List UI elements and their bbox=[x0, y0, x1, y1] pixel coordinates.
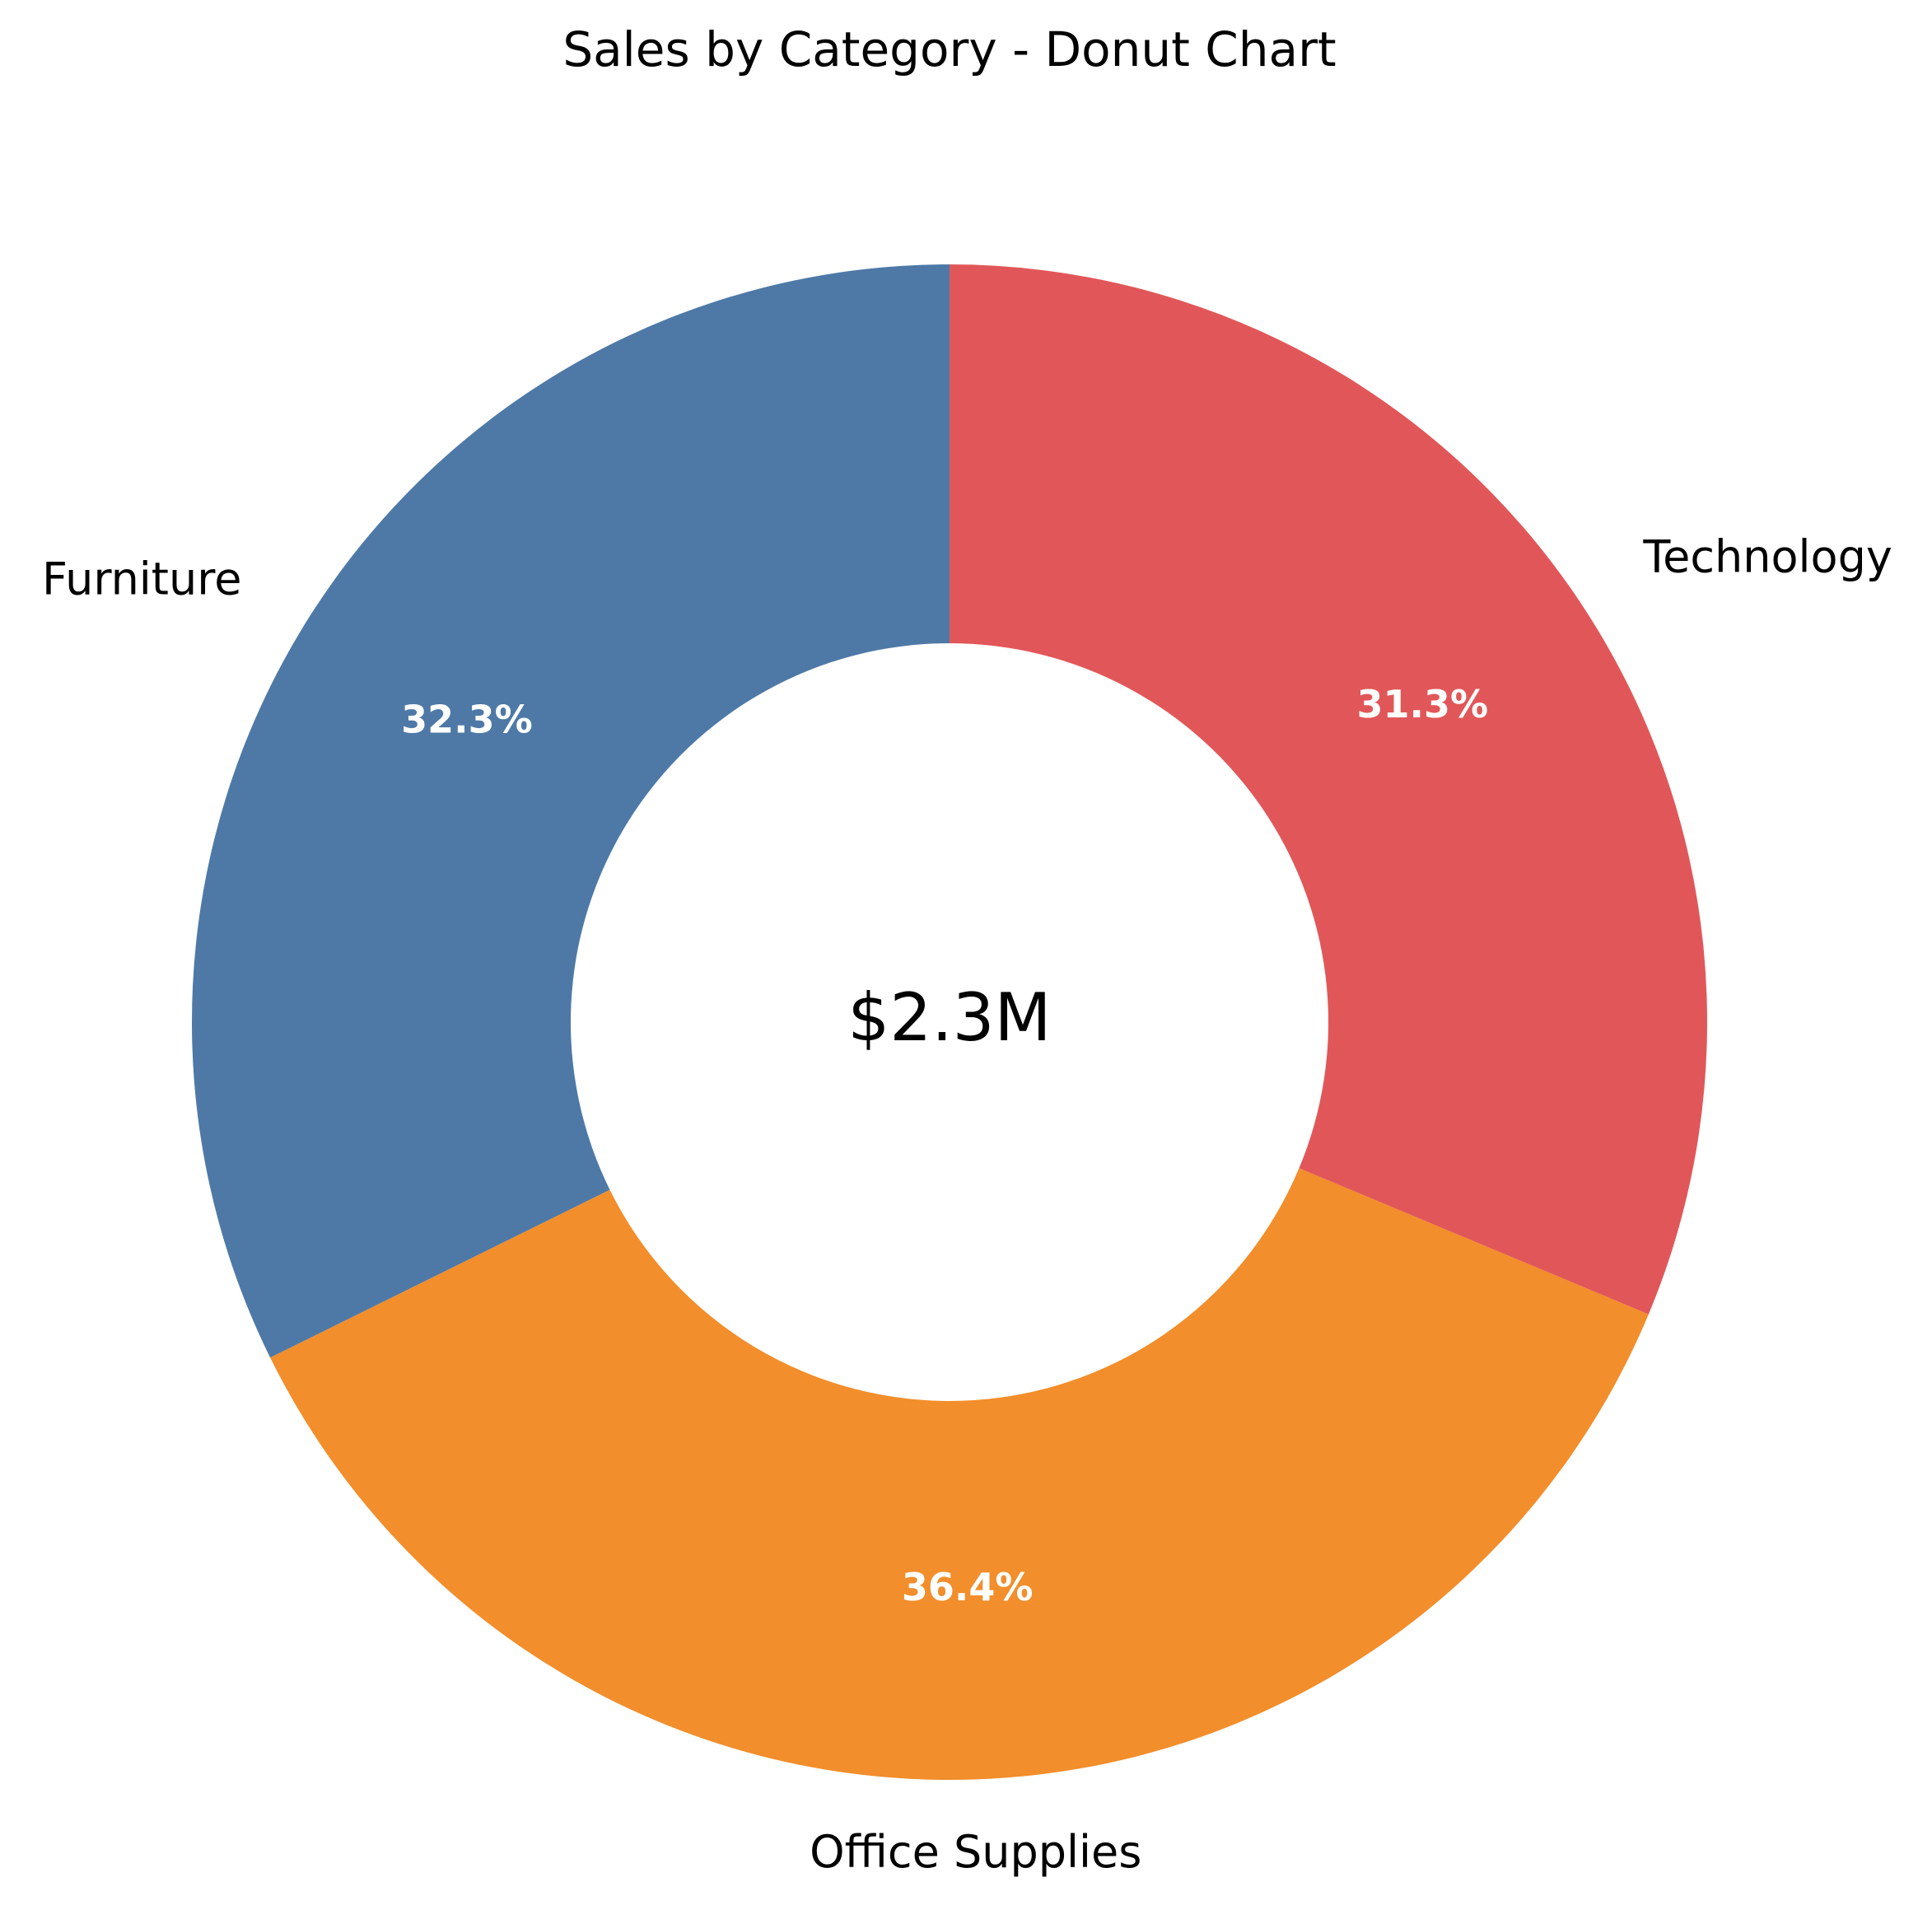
category-label-office-supplies: Office Supplies bbox=[810, 1826, 1141, 1878]
donut-labels: 32.3% Furniture 36.4% Office Supplies 31.3% T… bbox=[42, 531, 1892, 1878]
percent-label-furniture: 32.3% bbox=[401, 697, 533, 741]
percent-label-office-supplies: 36.4% bbox=[902, 1565, 1034, 1609]
slice-office-supplies bbox=[270, 1168, 1649, 1780]
center-total-label: $2.3M bbox=[847, 979, 1051, 1056]
chart-title: Sales by Category - Donut Chart bbox=[562, 21, 1336, 77]
category-label-furniture: Furniture bbox=[42, 553, 241, 605]
slice-furniture bbox=[191, 264, 950, 1358]
percent-label-technology: 31.3% bbox=[1357, 682, 1489, 726]
category-label-technology: Technology bbox=[1642, 531, 1892, 583]
donut-slices bbox=[191, 264, 1707, 1780]
slice-technology bbox=[950, 264, 1707, 1315]
